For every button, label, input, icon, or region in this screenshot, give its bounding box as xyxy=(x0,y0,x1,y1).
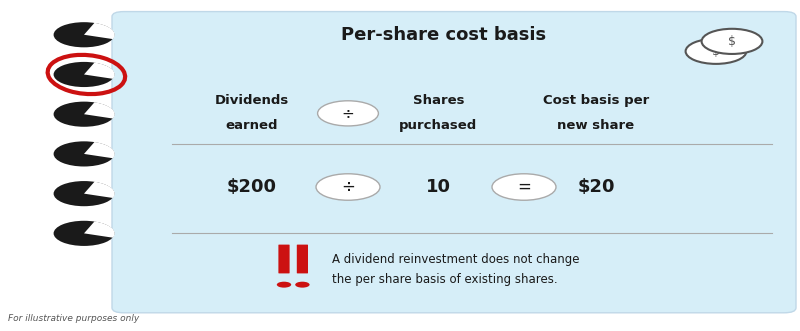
Text: =: = xyxy=(517,178,531,196)
Text: $200: $200 xyxy=(227,178,277,196)
Text: ÷: ÷ xyxy=(341,178,355,196)
Text: 10: 10 xyxy=(426,178,451,196)
Text: $: $ xyxy=(728,35,736,48)
Wedge shape xyxy=(84,221,114,238)
Text: $20: $20 xyxy=(578,178,614,196)
Circle shape xyxy=(492,174,556,200)
Wedge shape xyxy=(84,23,114,39)
Circle shape xyxy=(54,62,114,87)
Text: Shares: Shares xyxy=(413,94,464,108)
Wedge shape xyxy=(84,142,114,158)
Text: Dividends: Dividends xyxy=(215,94,289,108)
Text: Cost basis per: Cost basis per xyxy=(543,94,649,108)
FancyBboxPatch shape xyxy=(278,245,290,273)
Circle shape xyxy=(318,101,378,126)
Text: new share: new share xyxy=(558,119,634,132)
Circle shape xyxy=(54,141,114,166)
Circle shape xyxy=(277,282,291,288)
Text: earned: earned xyxy=(226,119,278,132)
Circle shape xyxy=(702,29,762,54)
Circle shape xyxy=(54,102,114,127)
Circle shape xyxy=(686,39,746,64)
Circle shape xyxy=(54,221,114,246)
Wedge shape xyxy=(84,102,114,118)
Circle shape xyxy=(295,282,310,288)
FancyBboxPatch shape xyxy=(112,12,796,313)
Wedge shape xyxy=(84,63,114,79)
Text: For illustrative purposes only: For illustrative purposes only xyxy=(8,314,139,323)
Circle shape xyxy=(54,22,114,47)
Wedge shape xyxy=(84,182,114,198)
Text: Per-share cost basis: Per-share cost basis xyxy=(342,26,546,44)
Circle shape xyxy=(54,181,114,206)
Text: $: $ xyxy=(712,45,720,58)
FancyBboxPatch shape xyxy=(297,245,308,273)
Circle shape xyxy=(316,174,380,200)
Text: purchased: purchased xyxy=(399,119,478,132)
Text: A dividend reinvestment does not change
the per share basis of existing shares.: A dividend reinvestment does not change … xyxy=(332,253,579,286)
Text: ÷: ÷ xyxy=(342,106,354,121)
